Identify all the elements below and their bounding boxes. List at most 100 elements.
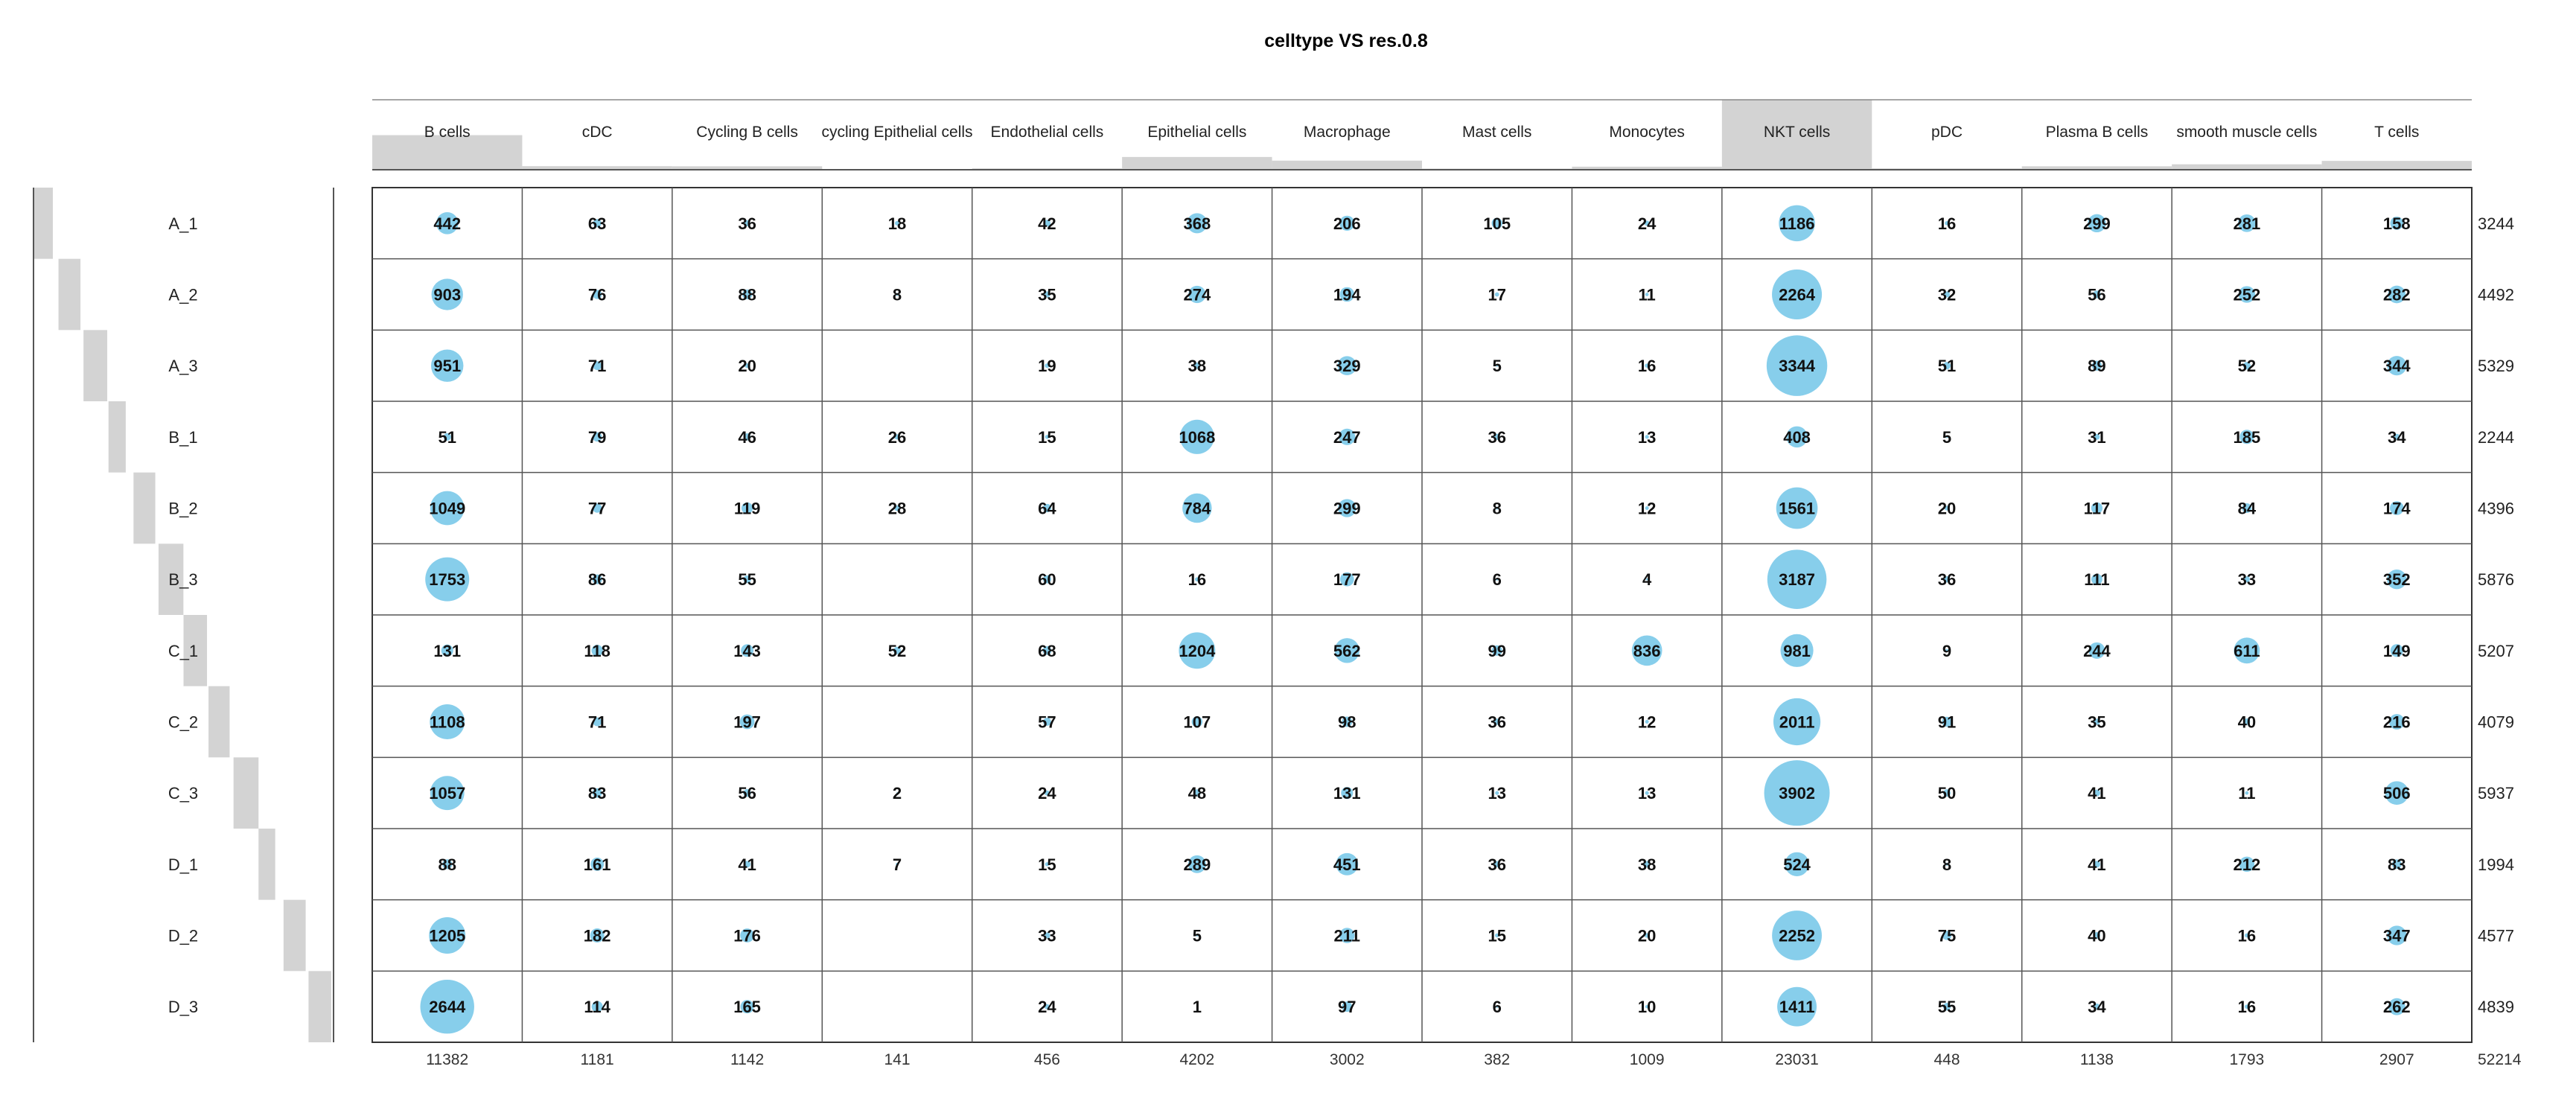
- cell-value: 42: [1038, 214, 1056, 233]
- cell-value: 2264: [1779, 286, 1816, 304]
- bubble: [2385, 781, 2409, 806]
- bubble: [1942, 1002, 1951, 1011]
- cell-value: 329: [1333, 357, 1361, 375]
- cell-value: 15: [1038, 428, 1056, 447]
- bubble: [1495, 791, 1499, 795]
- cell-value: 16: [2238, 998, 2256, 1016]
- bubble: [1766, 335, 1828, 396]
- cell-value: 177: [1333, 570, 1361, 589]
- cell-value: 524: [1783, 855, 1811, 874]
- bubble: [743, 433, 751, 441]
- bubble: [2093, 861, 2100, 868]
- cell-value: 836: [1633, 642, 1661, 660]
- row-total-bar: [233, 757, 259, 829]
- bubble: [1339, 928, 1355, 943]
- cell-value: 51: [1938, 357, 1956, 375]
- row-total: 3244: [2478, 214, 2514, 233]
- column-label: B cells: [424, 124, 471, 141]
- cell-value: 15: [1488, 927, 1505, 945]
- row-label: C_3: [168, 784, 198, 803]
- column-total: 23031: [1775, 1051, 1818, 1068]
- cell-value: 38: [1638, 855, 1656, 874]
- cell-value: 262: [2383, 998, 2411, 1016]
- cell-value: 71: [588, 713, 606, 732]
- cell-value: 8: [1493, 500, 1502, 518]
- bubble: [2234, 637, 2260, 664]
- bubble: [1196, 934, 1199, 937]
- cell-value: 197: [733, 713, 761, 732]
- bubble: [1944, 291, 1950, 298]
- cell-value: 206: [1333, 214, 1361, 233]
- row-total-bar: [158, 543, 184, 615]
- bubble: [2242, 362, 2251, 370]
- row-total-bar: [208, 686, 230, 758]
- column-label: Cycling B cells: [696, 124, 798, 141]
- cell-value: 347: [2383, 927, 2411, 945]
- cell-value: 32: [1938, 286, 1956, 304]
- bubble: [1187, 855, 1206, 873]
- bubble: [2389, 501, 2404, 515]
- bubble: [2243, 718, 2251, 725]
- cell-value: 6: [1493, 570, 1502, 589]
- bubble: [2239, 430, 2254, 444]
- bubble: [430, 491, 465, 526]
- bubble: [894, 434, 900, 440]
- bubble: [2243, 576, 2250, 583]
- cell-value: 903: [433, 286, 461, 304]
- column-total-bar: [372, 135, 523, 170]
- bubble: [1044, 790, 1050, 796]
- cell-value: 60: [1038, 570, 1056, 589]
- column-total: 456: [1034, 1051, 1060, 1068]
- cell-value: 36: [1938, 570, 1956, 589]
- row-total: 4492: [2478, 286, 2514, 304]
- cell-value: 442: [433, 214, 461, 233]
- cell-value: 13: [1488, 784, 1505, 803]
- bubble: [1764, 760, 1830, 826]
- cell-value: 34: [2088, 998, 2106, 1016]
- row-total-bar: [133, 472, 156, 544]
- cell-value: 165: [733, 998, 761, 1016]
- cell-value: 46: [738, 428, 756, 447]
- cell-value: 98: [1338, 713, 1356, 732]
- column-total-bar: [672, 166, 823, 170]
- bubble: [1645, 1004, 1649, 1009]
- bubble: [1179, 632, 1216, 669]
- cell-value: 71: [588, 357, 606, 375]
- bubble: [2094, 433, 2100, 440]
- bubble: [1645, 506, 1649, 510]
- cell-value: 36: [1488, 855, 1505, 874]
- bubble: [420, 979, 474, 1034]
- cell-value: 281: [2233, 214, 2260, 233]
- bubble: [1779, 205, 1815, 242]
- column-label: smooth muscle cells: [2176, 124, 2317, 141]
- cell-value: 52: [888, 642, 906, 660]
- cell-value: 1753: [429, 570, 465, 589]
- bubble: [1045, 435, 1050, 439]
- row-total-bar: [308, 971, 331, 1042]
- column-label: Epithelial cells: [1147, 124, 1246, 141]
- cell-value: 20: [1938, 500, 1956, 518]
- column-total-bar: [2172, 164, 2322, 170]
- cell-value: 451: [1333, 855, 1361, 874]
- bubble: [741, 644, 753, 657]
- bubble: [1644, 220, 1650, 226]
- bubble: [2245, 791, 2249, 795]
- bubble: [1491, 645, 1502, 656]
- bubble: [740, 928, 754, 943]
- bubble: [1179, 419, 1214, 454]
- cell-value: 83: [2388, 855, 2406, 874]
- column-label: Monocytes: [1609, 124, 1685, 141]
- column-total: 1181: [581, 1051, 614, 1068]
- bubble: [1496, 364, 1499, 367]
- bubble: [894, 505, 900, 511]
- bubble: [893, 646, 902, 654]
- cell-value: 282: [2383, 286, 2411, 304]
- cell-value: 2011: [1779, 713, 1815, 732]
- cell-value: 18: [888, 214, 906, 233]
- bubble: [443, 433, 451, 441]
- cell-value: 51: [438, 428, 456, 447]
- bubble: [1187, 213, 1208, 234]
- bubble: [1043, 718, 1051, 726]
- bubble: [1491, 217, 1502, 229]
- cell-value: 3902: [1779, 784, 1815, 803]
